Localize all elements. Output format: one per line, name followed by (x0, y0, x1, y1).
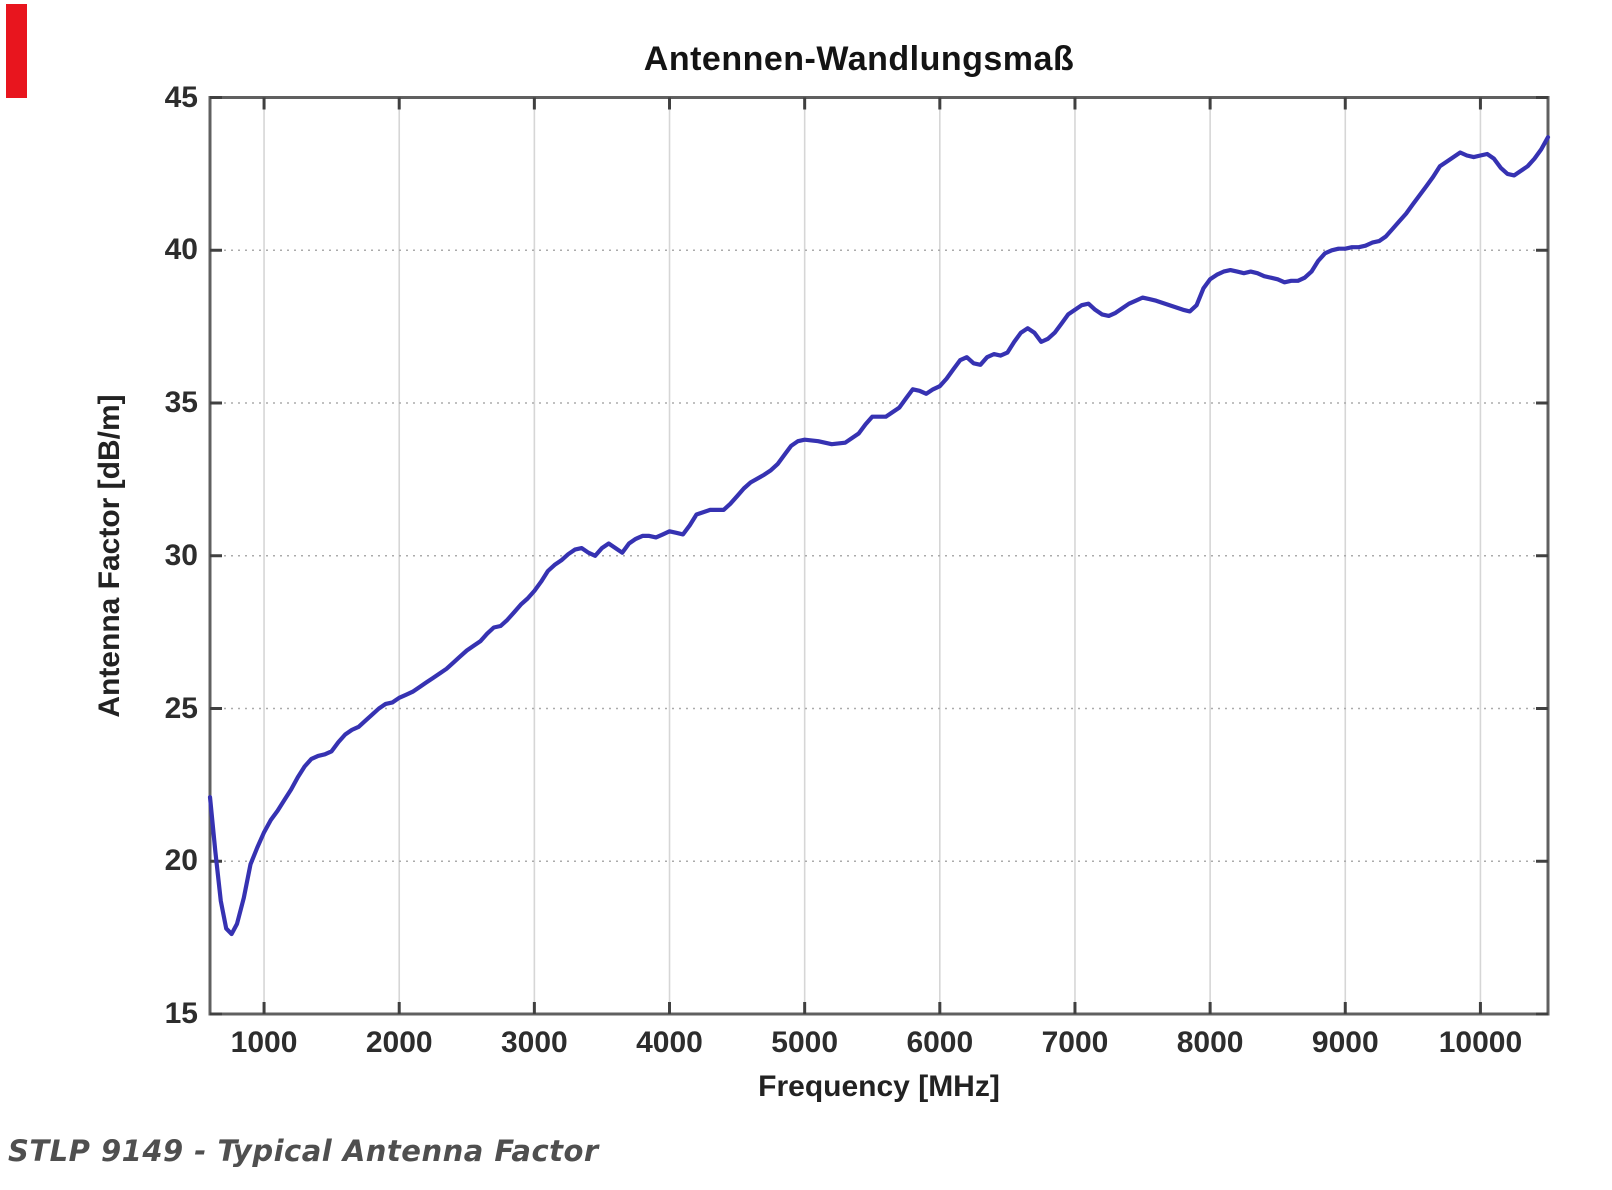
y-tick-label: 30 (164, 538, 198, 572)
y-tick-label: 45 (164, 80, 198, 114)
y-tick-label: 40 (164, 233, 198, 267)
x-tick-label: 1000 (230, 1026, 298, 1059)
y-tick-label: 20 (164, 844, 198, 878)
x-tick-label: 2000 (365, 1026, 433, 1059)
x-tick-label: 4000 (636, 1026, 703, 1059)
x-tick-label: 6000 (906, 1026, 974, 1059)
x-tick-label: 3000 (500, 1026, 568, 1059)
x-axis-title: Frequency [MHz] (758, 1070, 1000, 1103)
x-tick-label: 7000 (1041, 1026, 1109, 1059)
y-tick-label: 15 (164, 997, 198, 1030)
x-tick-label: 8000 (1176, 1026, 1244, 1059)
x-tick-label: 9000 (1311, 1026, 1379, 1059)
antenna-factor-line (207, 135, 1551, 937)
plot-border (208, 96, 1550, 1016)
figure-caption: STLP 9149 - Typical Antenna Factor (8, 1134, 599, 1168)
x-tick-label: 10000 (1438, 1026, 1523, 1059)
x-tick-label: 5000 (771, 1026, 839, 1059)
y-tick-label: 35 (164, 386, 198, 419)
y-tick-label: 25 (164, 691, 198, 725)
chart-title: Antennen-Wandlungsmaß (643, 40, 1075, 78)
red-edge-artifact (6, 4, 27, 98)
